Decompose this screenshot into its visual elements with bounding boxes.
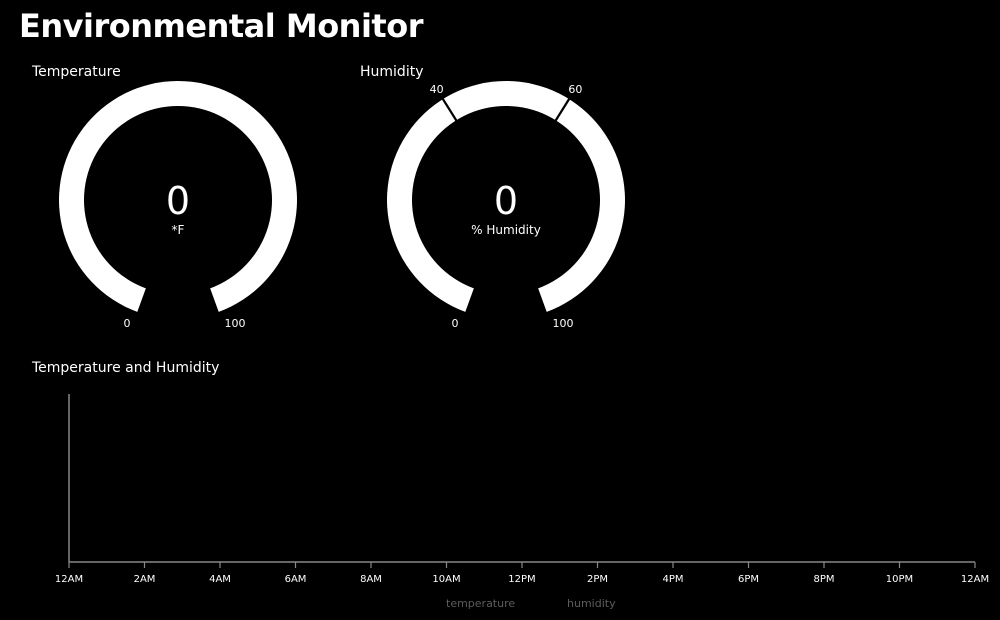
- legend-humidity[interactable]: humidity: [567, 597, 616, 610]
- x-tick-label: 8AM: [360, 574, 382, 585]
- temperature-humidity-chart: 12AM 2AM 4AM 6AM 8AM 10AM 12PM 2PM 4PM 6PM 8PM 10PM…: [55, 394, 989, 585]
- x-tick-label: 2AM: [134, 574, 156, 585]
- threshold-label: 60: [568, 83, 582, 96]
- x-tick-label: 2PM: [587, 574, 608, 585]
- gauge-max-label: 100: [553, 317, 574, 330]
- gauge-max-label: 100: [225, 317, 246, 330]
- x-tick-label: 12AM: [55, 574, 83, 585]
- legend-temperature[interactable]: temperature: [446, 597, 516, 610]
- gauge-value: 0: [494, 179, 518, 223]
- temperature-gauge: 0*F0 100: [58, 81, 297, 330]
- x-tick-label: 8PM: [813, 574, 834, 585]
- temperature-gauge-label: Temperature: [32, 64, 121, 80]
- x-tick-label: 12AM: [961, 574, 989, 585]
- x-tick-label: 10AM: [432, 574, 460, 585]
- x-tick-label: 10PM: [886, 574, 913, 585]
- gauge-min-label: 0: [452, 317, 459, 330]
- gauge-value: 0: [166, 179, 190, 223]
- x-tick-label: 12PM: [508, 574, 535, 585]
- gauge-min-label: 0: [124, 317, 131, 330]
- gauge-unit: % Humidity: [471, 223, 541, 237]
- page-title: Environmental Monitor: [19, 7, 423, 45]
- x-tick-label: 4AM: [209, 574, 231, 585]
- x-tick-label: 4PM: [662, 574, 683, 585]
- gauge-unit: *F: [172, 223, 185, 237]
- threshold-marker: [441, 97, 458, 122]
- humidity-gauge-label: Humidity: [360, 64, 424, 80]
- threshold-label: 40: [430, 83, 444, 96]
- x-tick-label: 6AM: [285, 574, 307, 585]
- chart-title: Temperature and Humidity: [32, 360, 220, 376]
- x-tick-label: 6PM: [738, 574, 759, 585]
- threshold-marker: [554, 97, 571, 122]
